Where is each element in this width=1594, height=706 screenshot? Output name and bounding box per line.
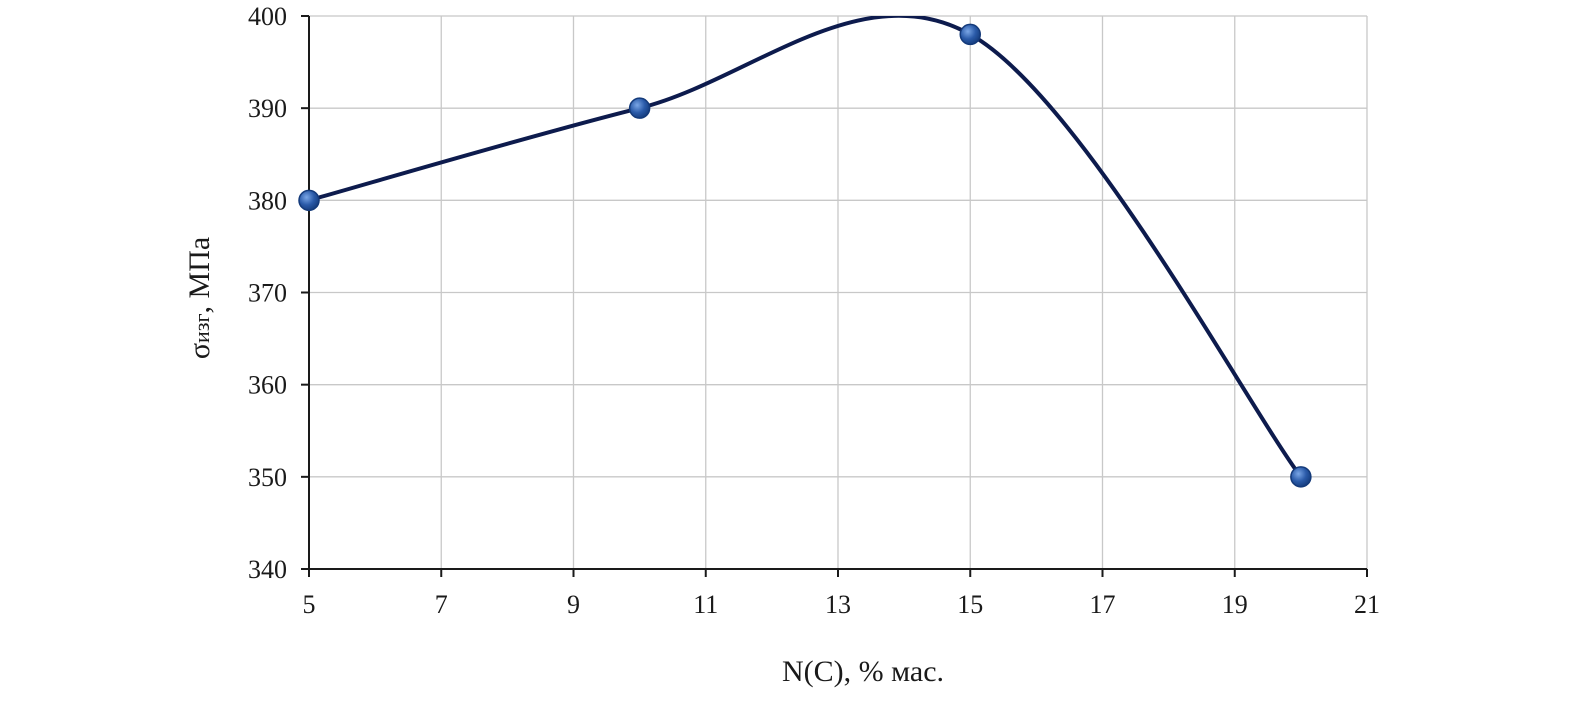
axes — [301, 15, 1368, 577]
grid — [308, 15, 1368, 570]
series-line — [308, 16, 1303, 479]
tick-labels: 340 350 360 370 380 390 400 5 7 9 11 13 15 17 19 21 — [248, 2, 1380, 619]
y-axis-title: σизг, МПа — [183, 237, 216, 359]
y-tick-label: 390 — [248, 94, 287, 123]
y-tick-label: 350 — [248, 463, 287, 492]
data-point — [298, 189, 320, 212]
x-tick-label: 5 — [303, 590, 316, 619]
x-tick-label: 13 — [825, 590, 851, 619]
series-layer — [298, 16, 1312, 488]
y-tick-label: 370 — [248, 279, 287, 308]
x-tick-label: 9 — [567, 590, 580, 619]
y-tick-label: 380 — [248, 186, 287, 215]
x-tick-label: 17 — [1090, 590, 1116, 619]
y-axis-subscript: изг — [189, 313, 214, 343]
y-axis-symbol: σ — [183, 343, 216, 359]
x-tick-label: 21 — [1354, 590, 1380, 619]
data-point — [628, 97, 651, 119]
x-tick-label: 7 — [435, 590, 448, 619]
x-tick-label: 11 — [693, 590, 718, 619]
x-tick-label: 19 — [1222, 590, 1248, 619]
x-tick-label: 15 — [957, 590, 983, 619]
y-tick-label: 360 — [248, 371, 287, 400]
x-axis-title: N(C), % мас. — [782, 655, 944, 688]
y-tick-label: 400 — [248, 2, 287, 31]
y-axis-unit: , МПа — [183, 237, 216, 314]
y-tick-label: 340 — [248, 555, 287, 584]
data-point — [959, 23, 981, 46]
data-point — [1290, 466, 1312, 488]
